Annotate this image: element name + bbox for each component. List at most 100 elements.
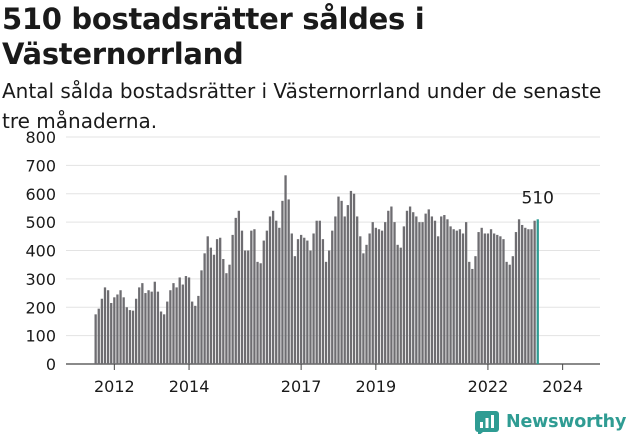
bar [461, 233, 465, 364]
bar [303, 237, 306, 364]
bar [271, 210, 275, 364]
bar [508, 264, 511, 364]
bar [430, 216, 434, 364]
bar [97, 308, 100, 364]
bar [312, 233, 315, 364]
bar [268, 216, 272, 364]
bar [125, 307, 128, 364]
bar [480, 227, 483, 364]
bar [387, 210, 390, 364]
bar [502, 239, 505, 364]
bar [380, 230, 384, 364]
bar [156, 291, 160, 364]
bar [237, 210, 241, 364]
newsworthy-brand[interactable]: Newsworthy [475, 407, 626, 437]
bar [356, 216, 359, 364]
bar [206, 236, 209, 364]
x-tick-label: 2014 [169, 377, 210, 396]
bar [468, 261, 471, 364]
bar [483, 233, 486, 364]
bar [191, 301, 194, 364]
bar [343, 216, 346, 364]
bar [384, 222, 387, 365]
bar [178, 277, 181, 364]
bar [256, 261, 259, 364]
bar [443, 215, 446, 364]
bar [175, 287, 178, 364]
bar [138, 287, 141, 364]
bar [399, 247, 402, 364]
bar [106, 290, 110, 364]
bar [250, 230, 253, 364]
bar [228, 264, 231, 364]
bar [141, 283, 144, 364]
bar [396, 244, 399, 364]
y-axis: 0 100 200 300 400 500 600 700 800 [25, 128, 56, 374]
bar [408, 206, 412, 364]
bar [147, 290, 150, 364]
bar [290, 233, 293, 364]
y-tick-label: 100 [25, 327, 56, 346]
bar [243, 250, 247, 364]
x-tick-label: 2022 [468, 377, 509, 396]
bar [94, 314, 97, 364]
bar [324, 261, 328, 364]
bar [275, 220, 278, 364]
bar [365, 244, 368, 364]
bar [293, 256, 297, 364]
bar [328, 250, 331, 364]
bar [296, 239, 300, 364]
bar [181, 284, 184, 364]
bar [433, 220, 437, 364]
bar [412, 212, 415, 364]
bar [278, 227, 281, 364]
bar [184, 276, 188, 364]
bar [452, 229, 455, 364]
bar [187, 277, 191, 364]
bar [265, 230, 269, 364]
x-axis: 2012 2014 2017 2019 2022 2024 [94, 364, 583, 396]
y-tick-label: 800 [25, 128, 56, 147]
data-labels: 510 [522, 188, 554, 208]
bar [527, 229, 530, 364]
bar [402, 226, 406, 364]
bar [446, 219, 449, 364]
bar [219, 237, 222, 364]
bar [162, 314, 166, 364]
bar [349, 190, 353, 364]
bar [331, 230, 334, 364]
bar [113, 297, 116, 364]
bar [533, 220, 536, 364]
bar [119, 290, 122, 364]
bar [415, 216, 418, 364]
bar [318, 220, 321, 364]
bar [471, 268, 474, 364]
y-tick-label: 700 [25, 156, 56, 175]
bar [368, 233, 371, 364]
highlight-value-label: 510 [522, 188, 554, 208]
y-tick-label: 400 [25, 242, 56, 261]
bar [281, 200, 284, 364]
bar [377, 229, 381, 364]
x-tick-label: 2019 [355, 377, 396, 396]
y-tick-label: 600 [25, 185, 56, 204]
bar [262, 240, 265, 364]
y-tick-label: 200 [25, 298, 56, 317]
bar [150, 291, 153, 364]
bar [424, 213, 427, 364]
bar [110, 302, 113, 364]
bar [499, 236, 502, 364]
bar [421, 222, 424, 365]
bar [474, 256, 477, 364]
bar [486, 233, 490, 364]
bar [194, 305, 197, 364]
bar [197, 295, 200, 364]
bar-series [94, 175, 539, 365]
bar [100, 298, 104, 364]
bar [287, 199, 290, 364]
bar [144, 293, 147, 364]
bar [374, 227, 377, 364]
bar-highlight [536, 219, 539, 364]
bar [458, 229, 462, 364]
x-tick-label: 2017 [281, 377, 322, 396]
